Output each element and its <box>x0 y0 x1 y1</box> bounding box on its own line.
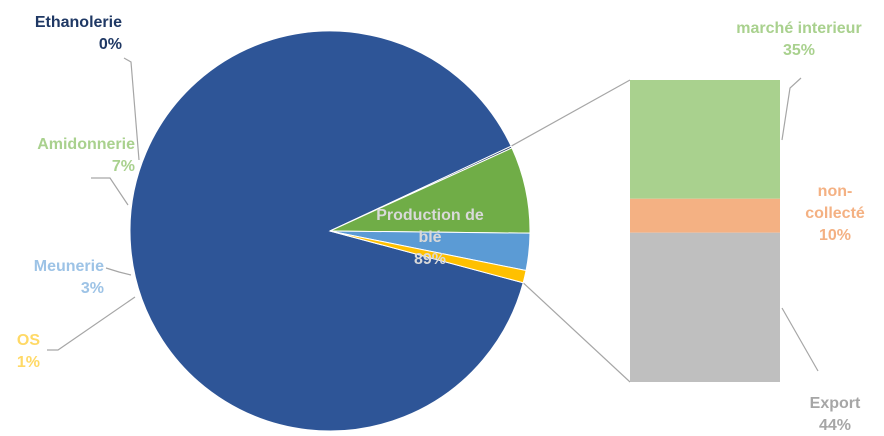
data-label-ethanolerie: Ethanolerie 0% <box>35 14 122 53</box>
leader-line-meunerie <box>105 267 132 276</box>
pie-slice-os <box>329 230 527 284</box>
leader-line-os <box>47 296 136 351</box>
data-labels: Production de blé 89% Ethanolerie 0% Amidonne… <box>17 14 865 434</box>
bar-segment-non-collecte <box>630 198 780 233</box>
pie-to-bar-connectors <box>510 79 631 383</box>
leader-line-ethanolerie <box>123 57 140 161</box>
data-label-production-de-ble: Production de blé 89% <box>376 207 484 268</box>
pie-slices <box>129 30 531 432</box>
data-label-marche-interieur: marché interieur 35% <box>736 20 861 59</box>
bar-segment-export <box>630 232 780 382</box>
data-label-non-collecte: non-collecté 10% <box>805 183 865 244</box>
data-label-export: Export 44% <box>810 395 861 434</box>
data-label-os: OS 1% <box>17 332 40 371</box>
connector-top <box>510 79 631 147</box>
stacked-bar-segments <box>630 80 780 382</box>
leader-lines <box>47 57 819 372</box>
leader-line-amidonnerie <box>91 177 129 206</box>
leader-line-marche-interieur <box>781 77 802 141</box>
data-label-amidonnerie: Amidonnerie 7% <box>37 136 135 175</box>
connector-bottom <box>522 282 631 383</box>
leader-line-export <box>781 307 819 372</box>
data-label-meunerie: Meunerie 3% <box>34 258 104 297</box>
pie-slice-production-de-ble <box>129 30 524 432</box>
bar-segment-marche-interieur <box>630 80 780 199</box>
